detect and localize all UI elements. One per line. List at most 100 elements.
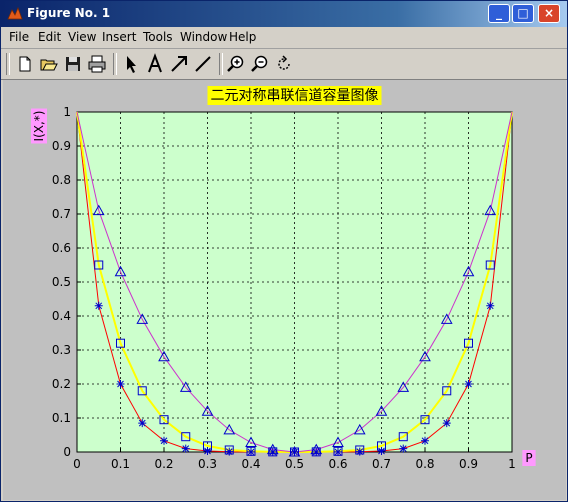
toolbar <box>1 49 567 80</box>
x-tick-label: 0.9 <box>459 457 478 471</box>
plot-area[interactable]: 0 0.1 0.2 0.3 0.4 0.5 0.6 0.7 0.8 0.9 1 0 0.1 0.2 0.3 0… <box>3 80 566 500</box>
square-marker <box>203 441 212 451</box>
y-tick-label: 0.2 <box>52 377 71 391</box>
menu-file[interactable]: File <box>9 30 30 44</box>
window-title: Figure No. 1 <box>27 6 111 20</box>
y-tick-label: 0 <box>63 445 71 459</box>
open-folder-icon[interactable] <box>38 53 60 75</box>
x-tick-label: 0.3 <box>198 457 217 471</box>
pointer-arrow-icon[interactable] <box>120 53 142 75</box>
series-markers <box>92 204 497 457</box>
menu-tools[interactable]: Tools <box>143 30 173 44</box>
square-marker <box>246 446 256 456</box>
star-marker <box>442 419 451 428</box>
rotate-icon[interactable] <box>273 53 295 75</box>
y-tick-label: 1 <box>63 105 71 119</box>
figure-canvas: 0 0.1 0.2 0.3 0.4 0.5 0.6 0.7 0.8 0.9 1 0 0.1 0.2 0.3 0… <box>3 80 566 500</box>
title-bar[interactable]: Figure No. 1 _ □ × <box>1 1 567 27</box>
menu-window[interactable]: Window <box>180 30 228 44</box>
save-icon[interactable] <box>62 53 84 75</box>
x-tick-label: 0.5 <box>285 457 304 471</box>
minimize-button[interactable]: _ <box>488 4 510 23</box>
star-marker <box>116 380 125 388</box>
triangle-marker <box>440 313 453 324</box>
menu-bar: File Edit View Insert Tools Window Help <box>1 27 567 49</box>
triangle-marker <box>136 313 149 324</box>
triangle-marker <box>223 423 236 435</box>
matlab-logo-icon <box>7 6 23 20</box>
toolbar-separator <box>113 53 117 75</box>
zoom-in-icon[interactable] <box>225 53 247 75</box>
triangle-marker <box>266 443 279 455</box>
star-marker <box>138 419 147 428</box>
triangle-marker <box>158 350 170 362</box>
toolbar-separator <box>6 53 10 75</box>
square-marker <box>355 445 365 455</box>
square-marker <box>224 445 234 455</box>
x-tick-label: 1 <box>508 457 516 471</box>
star-marker <box>160 436 168 445</box>
x-axis-label: P <box>525 451 532 465</box>
star-marker <box>486 301 495 310</box>
menu-edit[interactable]: Edit <box>38 30 62 44</box>
line-tool-icon[interactable] <box>192 53 214 75</box>
star-marker <box>334 447 342 456</box>
text-tool-icon[interactable] <box>144 53 166 75</box>
x-tick-label: 0.2 <box>154 457 173 471</box>
triangle-marker <box>288 445 301 457</box>
square-marker <box>398 432 408 442</box>
triangle-marker <box>201 405 214 416</box>
x-tick-label: 0.1 <box>111 457 130 471</box>
star-marker <box>247 447 255 456</box>
y-tick-label: 0.4 <box>52 309 71 323</box>
y-tick-label: 0.8 <box>52 173 71 187</box>
triangle-marker <box>419 350 431 362</box>
axis-ticks: 0 0.1 0.2 0.3 0.4 0.5 0.6 0.7 0.8 0.9 1 0 0.1 0.2 0.3 0… <box>52 105 516 471</box>
square-marker <box>333 446 343 456</box>
square-marker <box>181 432 191 442</box>
y-tick-label: 0.7 <box>52 207 71 221</box>
zoom-out-icon[interactable] <box>249 53 271 75</box>
y-tick-label: 0.3 <box>52 343 71 357</box>
maximize-button[interactable]: □ <box>512 4 534 23</box>
toolbar-separator <box>219 53 223 75</box>
ylabel-background <box>31 108 47 144</box>
menu-view[interactable]: View <box>68 30 97 44</box>
triangle-marker <box>397 381 410 392</box>
x-tick-label: 0 <box>73 457 81 471</box>
square-marker <box>377 441 386 451</box>
close-button[interactable]: × <box>538 4 560 23</box>
triangle-marker <box>484 204 497 216</box>
new-file-icon[interactable] <box>14 53 36 75</box>
triangle-marker <box>332 436 344 447</box>
triangle-marker <box>353 423 366 435</box>
star-marker <box>203 446 212 455</box>
chart-title: 二元对称串联信道容量图像 <box>211 87 379 104</box>
star-marker <box>290 448 299 456</box>
arrow-tool-icon[interactable] <box>168 53 190 75</box>
y-tick-label: 0.1 <box>52 411 71 425</box>
y-tick-label: 0.6 <box>52 241 71 255</box>
square-marker <box>442 386 452 396</box>
star-marker <box>399 444 408 453</box>
square-marker <box>485 260 495 270</box>
x-tick-label: 0.8 <box>415 457 434 471</box>
menu-help[interactable]: Help <box>229 30 257 44</box>
xlabel-background <box>522 450 536 466</box>
star-marker <box>181 444 190 453</box>
star-marker <box>421 436 429 445</box>
square-marker <box>94 260 104 270</box>
triangle-marker <box>114 265 127 277</box>
y-axis-label: I(X,*) <box>32 111 46 142</box>
square-marker <box>420 415 430 425</box>
star-marker <box>225 447 234 456</box>
square-marker <box>116 338 125 348</box>
menu-insert[interactable]: Insert <box>102 30 137 44</box>
print-icon[interactable] <box>86 53 108 75</box>
grid-lines <box>77 112 512 452</box>
triangle-marker <box>179 381 192 392</box>
title-background <box>207 86 382 105</box>
triangle-marker <box>310 443 323 455</box>
square-marker <box>159 415 169 425</box>
